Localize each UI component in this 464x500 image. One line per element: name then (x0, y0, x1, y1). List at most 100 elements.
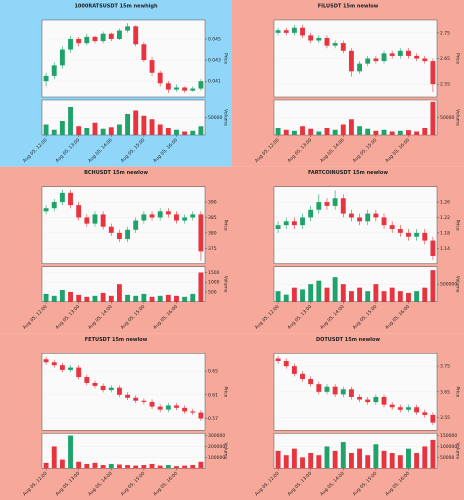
candle-body (68, 192, 73, 206)
candle-body (182, 407, 188, 412)
volume-bar (365, 291, 371, 302)
candle-body (165, 83, 171, 90)
y-tick-label: 2.75 (440, 30, 450, 36)
y-tick-label: 3.55 (440, 415, 450, 421)
candle-body (332, 386, 338, 395)
volume-bar (149, 296, 155, 302)
volume-bar (92, 122, 98, 135)
chart-title: FILUSDT 15m newlow (318, 4, 379, 10)
chart-title: DOTUSDT 15m newlow (316, 337, 380, 343)
candle-body (125, 26, 131, 31)
volume-bar (422, 446, 428, 469)
volume-y-tick-label: 200000 (208, 444, 225, 450)
volume-bar (76, 461, 82, 469)
volume-bar (141, 115, 147, 135)
candle-body (133, 26, 139, 45)
volume-y-tick-label: 500 (208, 289, 217, 295)
volume-bar (340, 442, 346, 469)
candle-body (357, 63, 363, 72)
volume-bar (406, 130, 411, 135)
candle-body (414, 407, 420, 413)
volume-bar (300, 289, 305, 302)
volume-bar (389, 131, 395, 135)
volume-bar (422, 128, 428, 135)
y-axis-label: Price (455, 220, 461, 231)
volume-bar (414, 131, 420, 135)
volume-axis-label: Volume (455, 276, 461, 293)
candle-body (373, 58, 379, 62)
volume-bar (51, 446, 57, 469)
y-tick-label: 2.65 (440, 56, 450, 62)
volume-bar (84, 463, 90, 469)
candle-body (348, 50, 354, 72)
volume-bar (357, 126, 363, 135)
volume-bar (165, 465, 171, 469)
volume-bar (397, 291, 403, 302)
candle-body (108, 387, 114, 391)
candle-body (59, 192, 65, 203)
candle-body (308, 209, 314, 218)
candle-body (157, 72, 163, 84)
candle-body (68, 367, 73, 370)
price-plot-area (273, 186, 438, 264)
volume-y-tick-label: 1000 (208, 280, 220, 286)
candle-body (100, 214, 106, 227)
candle-body (182, 217, 188, 221)
candle-body (397, 50, 403, 56)
volume-bar (100, 128, 106, 135)
volume-bar (174, 295, 179, 302)
volume-bar (332, 450, 338, 469)
volume-bar (68, 435, 73, 469)
candle-body (283, 221, 289, 226)
candle-body (198, 81, 204, 89)
y-tick-label: 1.22 (440, 215, 450, 221)
candle-body (59, 49, 65, 66)
volume-plot-area (41, 266, 206, 302)
candle-body (430, 240, 436, 256)
volume-bar (389, 453, 395, 469)
volume-bar (84, 296, 90, 302)
candle-body (406, 50, 411, 56)
y-tick-label: 3.75 (440, 364, 450, 370)
candle-body (116, 232, 122, 240)
candle-body (316, 37, 322, 41)
candle-body (414, 232, 420, 237)
candle-body (275, 225, 281, 230)
volume-bar (84, 128, 90, 135)
volume-y-tick-label: 150000 (440, 433, 457, 439)
volume-bar (430, 101, 436, 135)
candle-body (291, 366, 297, 374)
volume-bar (422, 287, 428, 302)
volume-bar (357, 448, 363, 469)
candle-body (174, 87, 179, 90)
candle-body (92, 36, 98, 42)
candle-body (381, 217, 387, 226)
volume-bar (190, 293, 196, 302)
candle-body (373, 396, 379, 403)
volume-bar (324, 446, 330, 469)
candle-body (133, 220, 139, 230)
candle-body (300, 373, 305, 379)
volume-bar (430, 439, 436, 469)
candle-body (397, 229, 403, 233)
y-tick-label: 390 (208, 200, 217, 206)
volume-y-tick-label: 500000 (440, 282, 457, 288)
volume-bar (59, 459, 65, 469)
volume-bar (332, 277, 338, 302)
volume-bar (190, 465, 196, 469)
candle-body (108, 226, 114, 233)
candle-body (365, 58, 371, 64)
volume-bar (43, 293, 49, 302)
volume-bar (133, 295, 139, 302)
volume-bar (406, 448, 411, 469)
candle-body (157, 211, 163, 218)
candle-body (357, 396, 363, 400)
volume-y-tick-label: 300000 (208, 433, 225, 439)
volume-bar (324, 128, 330, 135)
y-axis-label: Price (223, 220, 229, 231)
volume-bar (116, 464, 122, 469)
candle-body (157, 406, 163, 410)
volume-bar (291, 130, 297, 135)
candle-body (165, 211, 171, 215)
volume-bar (357, 287, 363, 302)
